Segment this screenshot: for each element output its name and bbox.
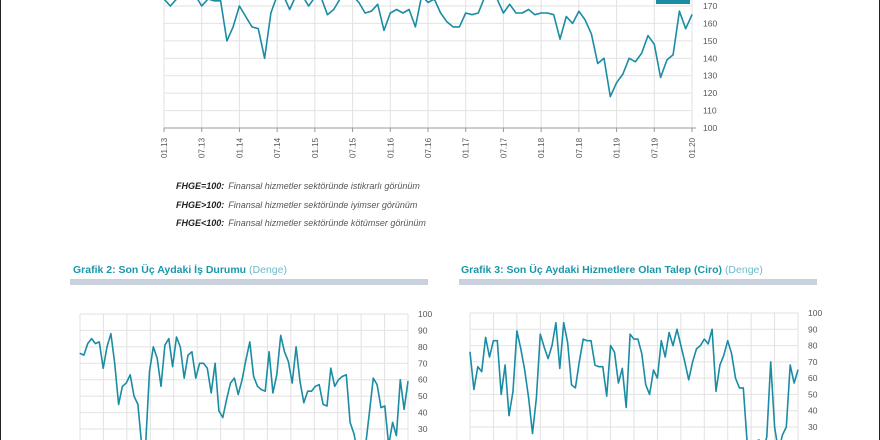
data-point bbox=[603, 57, 605, 59]
data-point bbox=[609, 96, 611, 98]
data-point bbox=[251, 26, 253, 28]
data-point bbox=[666, 59, 668, 61]
data-point bbox=[571, 22, 574, 25]
data-point bbox=[452, 26, 454, 28]
chart-fhge: 100 110 120 130 140 150 160 170 01.13 07.13 01.14 0… bbox=[160, 0, 717, 158]
data-point bbox=[213, 0, 215, 2]
data-point bbox=[659, 76, 662, 79]
data-point bbox=[465, 12, 467, 14]
chart-legend-notes: FHGE=100: Finansal hizmetler sektöründe i… bbox=[176, 177, 426, 233]
data-point bbox=[389, 12, 391, 14]
data-point bbox=[427, 1, 429, 4]
y-tick-label: 110 bbox=[703, 106, 717, 116]
data-point bbox=[521, 12, 523, 14]
data-point bbox=[263, 57, 266, 59]
legend-note: FHGE<100: Finansal hizmetler sektöründe k… bbox=[176, 218, 426, 228]
data-point bbox=[685, 28, 687, 30]
chart3-title-bar bbox=[459, 279, 817, 285]
x-tick-label: 01.18 bbox=[537, 137, 546, 158]
x-tick-label: 07.15 bbox=[349, 137, 358, 158]
data-point bbox=[641, 52, 643, 54]
x-tick-label: 07.14 bbox=[273, 137, 282, 158]
data-point bbox=[515, 12, 517, 14]
chart2-title: Grafik 2: Son Üç Aydaki İş Durumu (Denge… bbox=[73, 264, 287, 276]
y-tick-label: 130 bbox=[703, 71, 717, 81]
data-point bbox=[672, 54, 674, 56]
data-point bbox=[628, 57, 630, 59]
data-point bbox=[540, 12, 542, 14]
data-point bbox=[270, 12, 272, 14]
y-tick-label: 140 bbox=[703, 53, 717, 63]
chart2-title-bar bbox=[70, 279, 428, 285]
data-point bbox=[201, 5, 203, 7]
x-tick-label: 01.20 bbox=[688, 137, 697, 158]
data-point bbox=[377, 3, 379, 5]
series-group bbox=[163, 0, 693, 98]
data-point bbox=[471, 14, 473, 16]
data-point bbox=[232, 26, 234, 28]
data-point bbox=[597, 62, 599, 65]
x-tick-label: 01.15 bbox=[311, 137, 320, 158]
data-point bbox=[238, 5, 241, 7]
data-point bbox=[546, 12, 549, 14]
data-point bbox=[502, 12, 505, 14]
data-point bbox=[527, 8, 530, 11]
data-point bbox=[634, 61, 637, 63]
data-point bbox=[578, 10, 580, 12]
data-point bbox=[226, 40, 228, 42]
data-point bbox=[439, 12, 442, 14]
y-tick-label: 150 bbox=[703, 36, 717, 46]
data-point bbox=[370, 10, 373, 12]
data-point bbox=[534, 14, 536, 16]
x-tick-label: 01.17 bbox=[462, 137, 471, 158]
legend-note: FHGE=100: Finansal hizmetler sektöründe i… bbox=[176, 181, 420, 191]
data-point bbox=[307, 5, 310, 7]
data-point bbox=[458, 26, 461, 28]
x-tick-label: 07.13 bbox=[198, 137, 207, 158]
data-point bbox=[691, 14, 693, 16]
data-point bbox=[219, 0, 222, 2]
data-point bbox=[446, 21, 448, 23]
data-point bbox=[647, 35, 649, 37]
data-point bbox=[169, 5, 171, 7]
x-tick-label: 07.16 bbox=[424, 137, 433, 158]
y-tick-label: 160 bbox=[703, 18, 717, 28]
data-point bbox=[565, 15, 567, 18]
chart3-title: Grafik 3: Son Üç Aydaki Hizmetlere Olan … bbox=[461, 264, 763, 276]
data-point bbox=[257, 28, 259, 30]
data-point bbox=[364, 12, 366, 14]
data-point bbox=[383, 29, 385, 31]
data-point bbox=[402, 12, 404, 14]
x-tick-label: 07.19 bbox=[650, 137, 659, 158]
y-tick-label: 100 bbox=[703, 123, 717, 133]
data-point bbox=[584, 19, 586, 21]
x-tick-label: 01.19 bbox=[613, 137, 622, 158]
data-point bbox=[653, 43, 655, 45]
data-point bbox=[590, 33, 593, 35]
data-point bbox=[678, 10, 681, 12]
data-point bbox=[289, 8, 291, 11]
x-tick-label: 07.18 bbox=[575, 137, 584, 158]
x-tick-label: 07.17 bbox=[499, 137, 508, 158]
data-point bbox=[245, 15, 247, 18]
x-tick-label: 01.16 bbox=[386, 137, 395, 158]
data-point bbox=[615, 82, 618, 84]
legend-note: FHGE>100: Finansal hizmetler sektöründe i… bbox=[176, 199, 418, 210]
data-point bbox=[414, 26, 417, 28]
data-point bbox=[358, 1, 360, 4]
x-tick-label: 01.13 bbox=[160, 137, 169, 158]
data-point bbox=[408, 8, 410, 11]
data-point bbox=[559, 38, 561, 40]
x-tick-label: 01.14 bbox=[235, 137, 244, 158]
y-tick-label: 170 bbox=[703, 1, 717, 11]
data-point bbox=[509, 3, 511, 5]
data-point bbox=[333, 8, 335, 11]
data-point bbox=[477, 12, 479, 14]
data-point bbox=[326, 14, 329, 16]
data-point bbox=[395, 8, 398, 11]
legend-swatch bbox=[656, 0, 690, 4]
y-tick-label: 120 bbox=[703, 88, 717, 98]
data-point bbox=[622, 73, 624, 75]
data-point bbox=[553, 14, 555, 16]
